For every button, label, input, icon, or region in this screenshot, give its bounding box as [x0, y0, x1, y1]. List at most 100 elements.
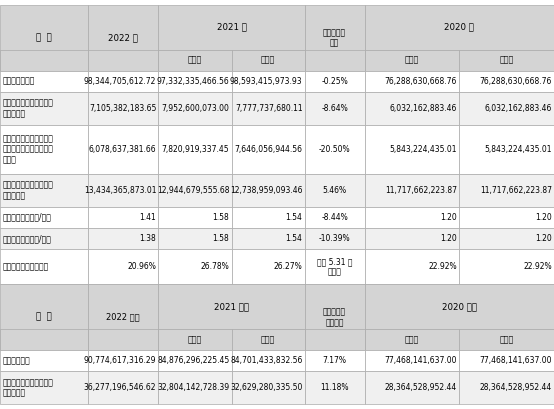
Bar — [232, 249, 305, 284]
Bar — [459, 174, 554, 207]
Bar — [158, 284, 305, 329]
Bar — [0, 228, 88, 249]
Text: 26.78%: 26.78% — [201, 262, 229, 271]
Text: 36,277,196,546.62: 36,277,196,546.62 — [84, 383, 156, 392]
Text: 基本每股收益（元/股）: 基本每股收益（元/股） — [3, 213, 52, 222]
Text: 84,701,433,832.56: 84,701,433,832.56 — [230, 356, 302, 365]
Text: 1.20: 1.20 — [440, 213, 457, 222]
Bar — [305, 71, 365, 92]
Bar — [88, 71, 158, 92]
Bar — [459, 350, 554, 371]
Bar — [365, 92, 459, 125]
Text: 5,843,224,435.01: 5,843,224,435.01 — [484, 145, 552, 154]
Text: 77,468,141,637.00: 77,468,141,637.00 — [479, 356, 552, 365]
Text: 项  目: 项 目 — [36, 33, 52, 42]
Text: 32,629,280,335.50: 32,629,280,335.50 — [230, 383, 302, 392]
Bar — [0, 49, 88, 71]
Bar — [158, 350, 232, 371]
Bar — [158, 228, 232, 249]
Bar — [365, 174, 459, 207]
Bar — [0, 5, 88, 71]
Text: 2021 年: 2021 年 — [217, 23, 247, 32]
Bar — [158, 5, 305, 49]
Text: 总资产（元）: 总资产（元） — [3, 356, 30, 365]
Text: 97,332,335,466.56: 97,332,335,466.56 — [157, 77, 229, 86]
Text: 1.41: 1.41 — [140, 213, 156, 222]
Bar — [365, 371, 459, 404]
Bar — [0, 329, 88, 350]
Text: 28,364,528,952.44: 28,364,528,952.44 — [385, 383, 457, 392]
Text: 2022 年末: 2022 年末 — [106, 313, 140, 322]
Bar — [459, 249, 554, 284]
Bar — [88, 371, 158, 404]
Bar — [158, 174, 232, 207]
Bar — [158, 125, 232, 174]
Bar — [305, 371, 365, 404]
Bar — [88, 92, 158, 125]
Bar — [88, 228, 158, 249]
Text: 6,078,637,381.66: 6,078,637,381.66 — [89, 145, 156, 154]
Text: 28,364,528,952.44: 28,364,528,952.44 — [480, 383, 552, 392]
Text: 营业收入（元）: 营业收入（元） — [3, 77, 35, 86]
Bar — [88, 49, 158, 71]
Text: 本年比上年
增减: 本年比上年 增减 — [323, 28, 346, 47]
Text: 调整后: 调整后 — [500, 56, 514, 65]
Text: 84,876,296,225.45: 84,876,296,225.45 — [157, 356, 229, 365]
Bar — [0, 207, 88, 228]
Bar — [158, 329, 232, 350]
Bar — [158, 207, 232, 228]
Text: 稀释每股收益（元/股）: 稀释每股收益（元/股） — [3, 234, 52, 243]
Bar — [88, 284, 158, 350]
Text: -20.50%: -20.50% — [319, 145, 351, 154]
Bar — [0, 371, 88, 404]
Bar — [0, 174, 88, 207]
Text: 1.54: 1.54 — [286, 213, 302, 222]
Text: 1.20: 1.20 — [535, 234, 552, 243]
Bar — [459, 71, 554, 92]
Text: 2020 年: 2020 年 — [444, 23, 474, 32]
Text: 20.96%: 20.96% — [127, 262, 156, 271]
Bar — [305, 49, 365, 71]
Text: 减少 5.31 个
百分点: 减少 5.31 个 百分点 — [317, 257, 352, 276]
Bar — [459, 207, 554, 228]
Text: 7.17%: 7.17% — [322, 356, 347, 365]
Bar — [365, 125, 459, 174]
Bar — [232, 329, 305, 350]
Text: 1.54: 1.54 — [286, 234, 302, 243]
Text: -10.39%: -10.39% — [319, 234, 351, 243]
Text: 调整后: 调整后 — [261, 56, 275, 65]
Bar — [232, 228, 305, 249]
Bar — [305, 5, 365, 71]
Text: 7,105,382,183.65: 7,105,382,183.65 — [89, 104, 156, 113]
Text: 12,944,679,555.68: 12,944,679,555.68 — [157, 186, 229, 195]
Text: -8.44%: -8.44% — [321, 213, 348, 222]
Bar — [365, 249, 459, 284]
Text: 7,820,919,337.45: 7,820,919,337.45 — [162, 145, 229, 154]
Bar — [232, 49, 305, 71]
Bar — [232, 174, 305, 207]
Bar — [232, 350, 305, 371]
Bar — [365, 5, 554, 49]
Bar — [232, 92, 305, 125]
Text: 11,717,662,223.87: 11,717,662,223.87 — [385, 186, 457, 195]
Text: 调整前: 调整前 — [188, 56, 202, 65]
Text: 13,434,365,873.01: 13,434,365,873.01 — [84, 186, 156, 195]
Bar — [0, 350, 88, 371]
Text: 归属于上市公司股东的净
利润（元）: 归属于上市公司股东的净 利润（元） — [3, 99, 54, 118]
Text: 5,843,224,435.01: 5,843,224,435.01 — [389, 145, 457, 154]
Bar — [158, 71, 232, 92]
Bar — [0, 284, 88, 350]
Text: 11.18%: 11.18% — [320, 383, 349, 392]
Text: 7,646,056,944.56: 7,646,056,944.56 — [234, 145, 302, 154]
Text: 调整前: 调整前 — [405, 56, 419, 65]
Text: 调整后: 调整后 — [500, 335, 514, 344]
Bar — [459, 228, 554, 249]
Bar — [158, 249, 232, 284]
Bar — [365, 49, 459, 71]
Text: 2021 年末: 2021 年末 — [214, 302, 249, 311]
Bar — [365, 284, 554, 329]
Text: 7,777,737,680.11: 7,777,737,680.11 — [235, 104, 302, 113]
Bar — [305, 228, 365, 249]
Text: 项  目: 项 目 — [36, 313, 52, 322]
Bar — [158, 49, 232, 71]
